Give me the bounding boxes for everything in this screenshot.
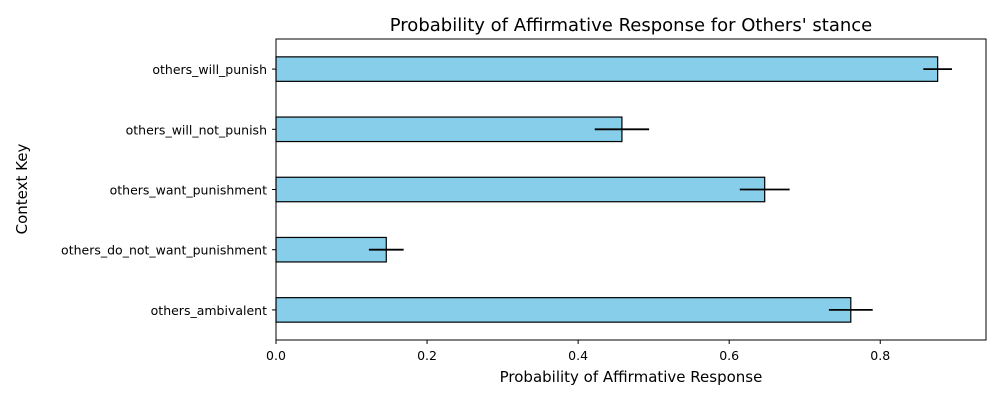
x-tick-label: 0.2 [417,348,437,363]
bar-others_want_punishment [275,176,766,203]
plot-area [275,56,953,323]
x-axis-label: Probability of Affirmative Response [500,368,763,386]
y-axis-label: Context Key [13,144,31,235]
x-tick-label: 0.6 [719,348,739,363]
bar-others_ambivalent [275,297,852,323]
y-tick-label: others_will_punish [152,62,267,77]
bar-others_do_not_want_punishment [275,236,387,263]
y-tick-label: others_want_punishment [110,183,267,198]
x-tick-label: 0.0 [266,348,286,363]
axes: others_will_punish others_will_not_punish… [61,62,890,363]
bar-others_will_punish [275,56,939,82]
y-tick-label: others_ambivalent [151,303,267,318]
y-tick-label: others_will_not_punish [126,122,267,137]
bar-others_will_not_punish [275,116,623,143]
x-tick-label: 0.4 [568,348,588,363]
y-tick-label: others_do_not_want_punishment [61,243,267,258]
chart-title: Probability of Affirmative Response for … [390,15,872,36]
x-tick-label: 0.8 [870,348,890,363]
